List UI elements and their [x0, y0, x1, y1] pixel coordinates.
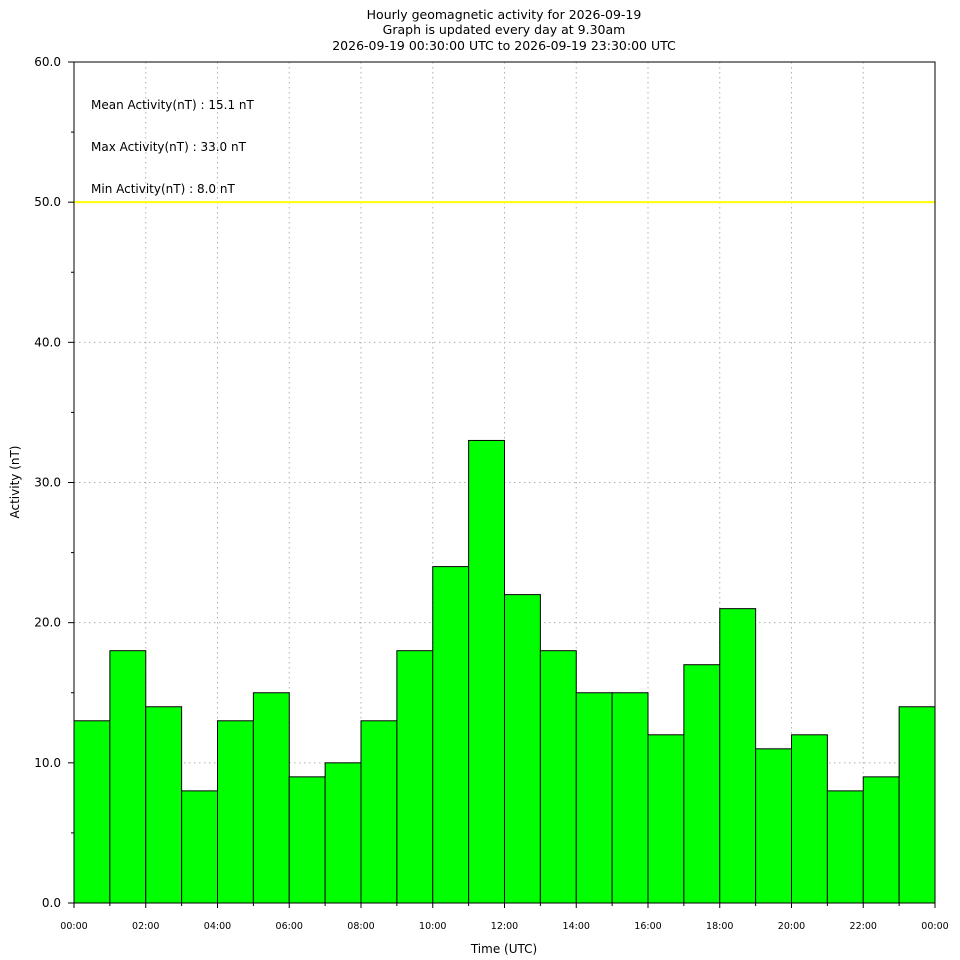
chart-title-line-1: Hourly geomagnetic activity for 2026-09-… [367, 7, 642, 22]
bar [217, 720, 254, 904]
bar [647, 734, 685, 904]
x-tick-label: 16:00 [634, 921, 661, 932]
bar [575, 692, 613, 904]
mean-activity-label: Mean Activity(nT) : 15.1 nT [91, 98, 254, 112]
x-tick-label: 04:00 [204, 921, 231, 932]
bar [468, 439, 505, 904]
bar [252, 692, 290, 904]
chart-title-line-3: 2026-09-19 00:30:00 UTC to 2026-09-19 23… [332, 38, 676, 53]
x-tick-label: 14:00 [563, 921, 590, 932]
y-tick-label: 50.0 [34, 195, 61, 209]
x-tick-label: 00:00 [921, 921, 948, 932]
bar [73, 720, 111, 904]
y-axis-label: Activity (nT) [8, 446, 22, 519]
bar [324, 762, 362, 904]
axes: 0.0 10.0 20.0 30.0 40.0 50.0 60.0 00:00 02:00 04:… [34, 55, 948, 932]
bar [826, 790, 864, 904]
y-tick-label: 60.0 [34, 55, 61, 69]
bar [145, 706, 183, 904]
y-tick-label: 40.0 [34, 335, 61, 349]
bar [288, 776, 326, 904]
x-tick-label: 20:00 [778, 921, 805, 932]
x-tick-label: 10:00 [419, 921, 446, 932]
bar [360, 720, 398, 904]
x-tick-label: 18:00 [706, 921, 733, 932]
y-tick-label: 0.0 [42, 896, 61, 910]
bar [109, 650, 147, 904]
x-tick-label: 06:00 [276, 921, 303, 932]
y-tick-label: 10.0 [34, 756, 61, 770]
bar [755, 748, 792, 904]
bar [432, 566, 470, 904]
bar [611, 692, 649, 904]
bar [504, 594, 541, 904]
bar [719, 608, 757, 904]
bar [898, 706, 936, 904]
x-tick-label: 02:00 [132, 921, 159, 932]
chart-title: Hourly geomagnetic activity for 2026-09-… [332, 7, 676, 53]
statistics-annotations: Mean Activity(nT) : 15.1 nT Max Activity… [91, 98, 254, 196]
bar [683, 664, 721, 904]
bar [181, 790, 218, 904]
x-tick-label: 00:00 [60, 921, 87, 932]
bar [862, 776, 900, 904]
max-activity-label: Max Activity(nT) : 33.0 nT [91, 140, 247, 154]
bar [539, 650, 577, 904]
min-activity-label: Min Activity(nT) : 8.0 nT [91, 182, 235, 196]
y-tick-label: 20.0 [34, 616, 61, 630]
y-tick-label: 30.0 [34, 476, 61, 490]
x-tick-label: 12:00 [491, 921, 518, 932]
bars [73, 439, 936, 904]
x-tick-label: 08:00 [347, 921, 374, 932]
bar [396, 650, 434, 904]
x-axis-label: Time (UTC) [470, 942, 537, 956]
chart-title-line-2: Graph is updated every day at 9.30am [383, 22, 626, 37]
x-tick-label: 22:00 [850, 921, 877, 932]
bar [791, 734, 828, 904]
